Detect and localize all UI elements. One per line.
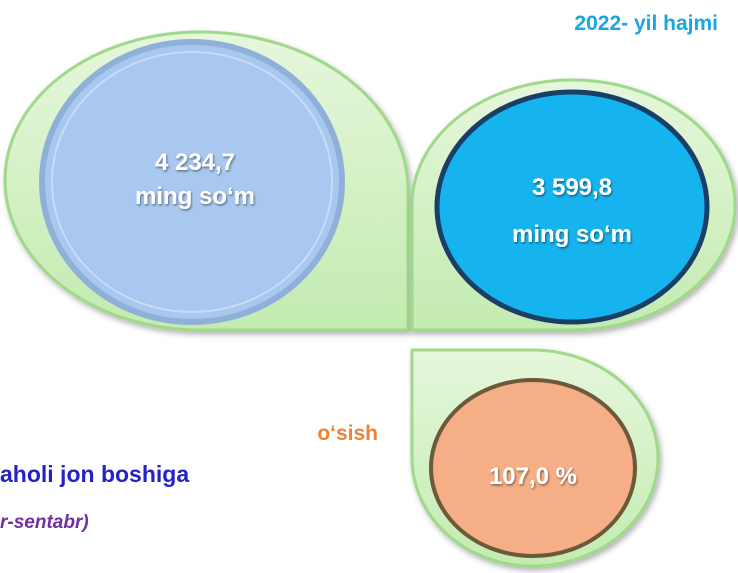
right-value: 3 599,8 — [532, 174, 612, 201]
caption-period: r-sentabr) — [0, 512, 89, 533]
left-unit: ming so‘m — [135, 183, 255, 210]
growth-label: o‘sish — [317, 422, 378, 445]
left-value: 4 234,7 — [155, 149, 235, 176]
left-circle — [39, 39, 345, 325]
bottom-circle — [429, 378, 637, 558]
left-circle-inner — [51, 51, 333, 313]
growth-value: 107,0 % — [489, 463, 577, 490]
right-unit: ming so‘m — [512, 221, 632, 248]
caption-title: aholi jon boshiga — [0, 461, 189, 487]
right-circle — [434, 89, 710, 325]
title: 2022- yil hajmi — [574, 12, 718, 35]
